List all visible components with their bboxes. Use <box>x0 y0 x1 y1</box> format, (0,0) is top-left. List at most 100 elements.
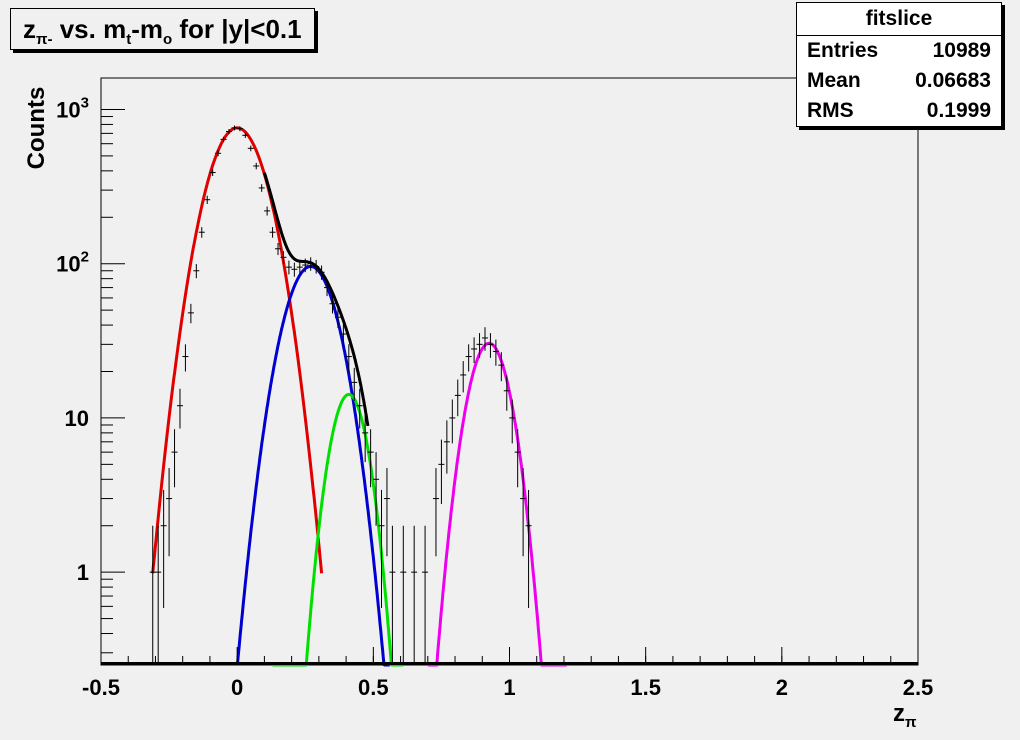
stats-box: fitslice Entries 10989 Mean 0.06683 RMS … <box>796 2 1002 127</box>
data-point <box>231 125 238 131</box>
fit-curves <box>101 126 918 667</box>
data-point <box>291 262 298 277</box>
stats-label: Mean <box>807 69 861 92</box>
data-point <box>215 150 222 157</box>
data-point <box>340 323 347 347</box>
data-point <box>465 344 472 372</box>
data-point <box>225 129 232 135</box>
data-point <box>454 379 461 417</box>
x-tick-label: 1 <box>503 675 515 700</box>
data-point <box>367 429 374 488</box>
stats-label: Entries <box>807 39 879 62</box>
data-point <box>264 206 271 216</box>
stats-row-rms: RMS 0.1999 <box>797 96 1001 126</box>
data-point <box>438 439 445 505</box>
x-axis-label: zπ <box>893 700 917 731</box>
data-point <box>443 420 450 474</box>
stats-row-entries: Entries 10989 <box>797 36 1001 66</box>
data-points <box>149 125 532 665</box>
x-tick-label: 2 <box>776 675 788 700</box>
data-point <box>296 260 303 275</box>
data-point <box>313 259 320 274</box>
data-point <box>176 388 183 429</box>
data-point <box>400 525 407 665</box>
data-point <box>487 333 494 358</box>
data-point <box>209 169 216 177</box>
fit-curve <box>272 392 404 667</box>
data-point <box>182 344 189 372</box>
data-point <box>269 227 276 238</box>
x-tick-label: -0.5 <box>82 675 120 700</box>
data-point <box>471 337 478 363</box>
data-point <box>160 489 167 608</box>
data-point <box>275 243 282 256</box>
x-tick-label: 2.5 <box>903 675 934 700</box>
data-point <box>514 429 521 488</box>
axes: -0.5 0 0.5 1 1.5 2 2.5 1 10 102 103 <box>56 94 933 700</box>
data-point <box>318 265 325 280</box>
data-point <box>351 367 358 401</box>
data-point <box>285 260 292 275</box>
data-point <box>492 339 499 366</box>
data-point <box>307 257 314 271</box>
data-point <box>236 126 243 132</box>
data-point <box>356 388 363 429</box>
x-tick-label: 0.5 <box>358 675 389 700</box>
data-point <box>362 412 369 463</box>
y-tick-label: 10 <box>65 406 89 431</box>
y-tick-label: 103 <box>56 94 89 122</box>
x-tick-label: 1.5 <box>630 675 661 700</box>
data-point <box>378 489 385 608</box>
data-point <box>280 251 287 265</box>
data-point <box>525 489 532 608</box>
data-point <box>324 280 331 297</box>
data-point <box>509 399 516 444</box>
data-point <box>411 525 418 665</box>
data-point <box>432 468 439 557</box>
data-point <box>302 258 309 273</box>
stats-value: 0.06683 <box>915 69 991 92</box>
data-point <box>247 145 254 152</box>
x-tick-label: 0 <box>231 675 243 700</box>
y-axis-label: Counts <box>23 87 50 170</box>
data-point <box>389 525 396 665</box>
data-point <box>253 162 260 170</box>
plot-frame <box>100 77 919 666</box>
data-point <box>520 468 527 557</box>
data-point <box>166 468 173 557</box>
data-point <box>204 195 211 204</box>
fit-curve <box>235 264 390 667</box>
stats-title: fitslice <box>797 3 1001 36</box>
chart-title: zπ- vs. mt-mo for |y|<0.1 <box>10 8 315 50</box>
data-point <box>242 132 249 138</box>
data-point <box>193 264 200 279</box>
data-point <box>198 227 205 238</box>
data-point <box>149 525 156 665</box>
data-point <box>258 184 265 192</box>
data-point <box>373 452 380 526</box>
y-tick-label: 102 <box>56 249 89 277</box>
fit-curve <box>151 126 324 574</box>
data-point <box>155 525 162 665</box>
data-point <box>476 333 483 358</box>
stats-value: 10989 <box>932 39 991 62</box>
data-point <box>171 429 178 488</box>
data-point <box>220 136 227 143</box>
data-point <box>334 307 341 328</box>
data-point <box>498 352 505 382</box>
stats-row-mean: Mean 0.06683 <box>797 66 1001 96</box>
data-point <box>187 303 194 324</box>
data-point <box>422 525 429 665</box>
data-point <box>460 361 467 393</box>
data-point <box>503 375 510 411</box>
stats-label: RMS <box>807 99 854 122</box>
data-point <box>449 399 456 444</box>
data-point <box>481 327 488 351</box>
fit-curve <box>427 341 567 667</box>
y-tick-label: 1 <box>77 560 89 585</box>
data-point <box>329 295 336 314</box>
data-point <box>345 344 352 372</box>
stats-value: 0.1999 <box>926 99 991 122</box>
data-point <box>383 468 390 557</box>
